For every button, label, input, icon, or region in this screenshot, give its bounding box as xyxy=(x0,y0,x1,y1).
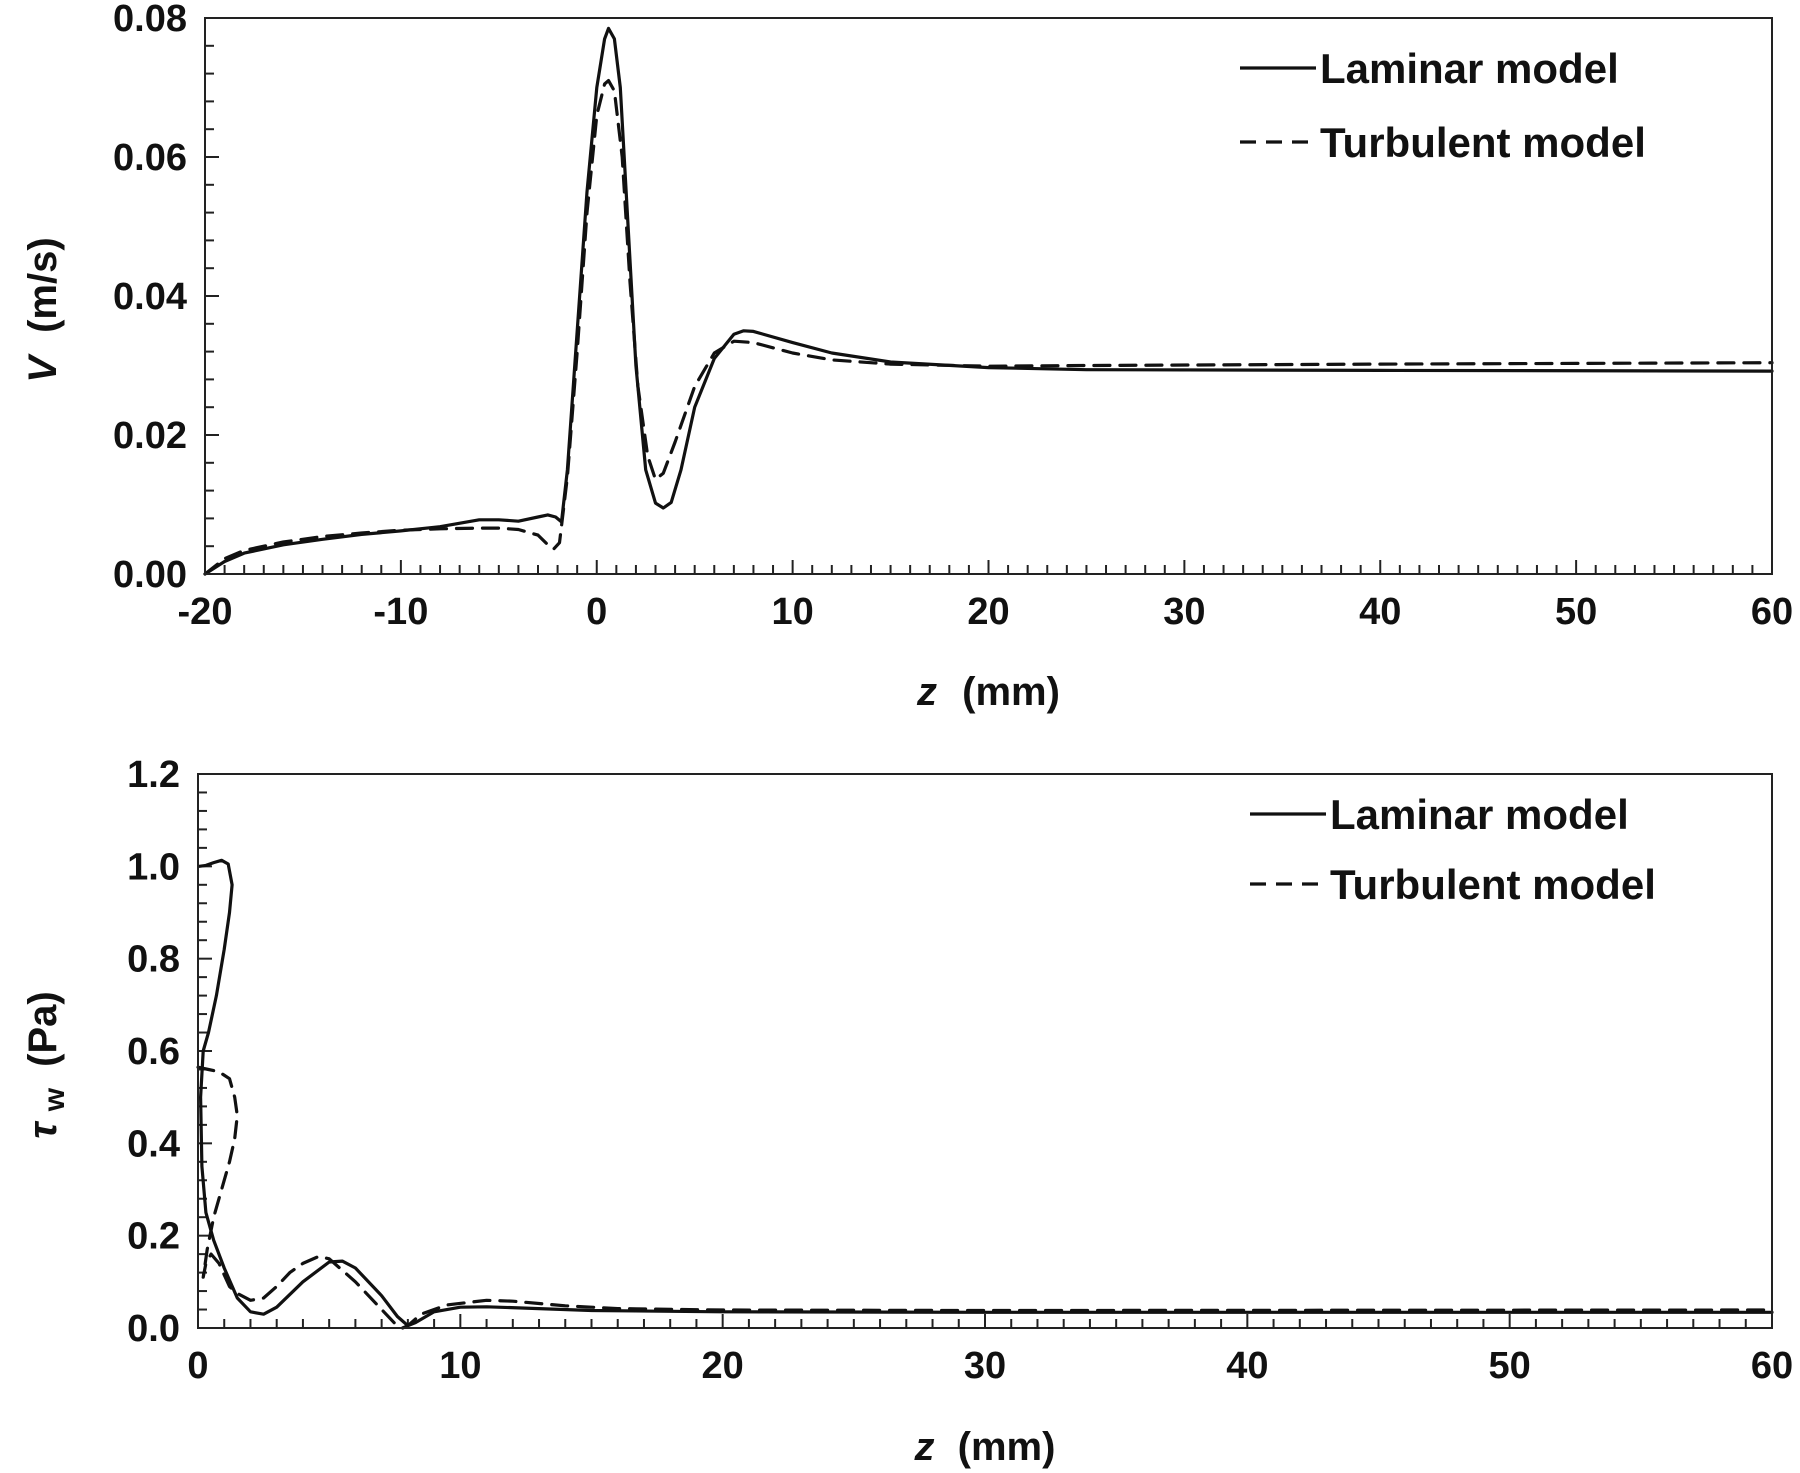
velocity-chart-tick-labels: -20 -10 0 10 20 30 40 50 60 0.00 0.02 0.04 0.06 0.08 xyxy=(113,0,1793,633)
legend-label-turbulent: Turbulent model xyxy=(1320,119,1646,166)
x-tick-label: 40 xyxy=(1226,1345,1268,1387)
y-tick-label: 0.6 xyxy=(127,1031,180,1073)
y-tick-label: 0.08 xyxy=(113,0,187,40)
wall-shear-stress-chart-x-axis-symbol: z xyxy=(914,1425,935,1469)
y-tick-label: 0.2 xyxy=(127,1216,180,1258)
x-tick-label: 10 xyxy=(439,1345,481,1387)
laminar-model-line xyxy=(203,26,1774,576)
y-tick-label: 0.0 xyxy=(127,1308,180,1350)
y-tick-label: 1.2 xyxy=(127,754,180,796)
wall-shear-stress-chart-y-axis-subscript: w xyxy=(38,1087,71,1112)
legend-label-laminar: Laminar model xyxy=(1330,791,1629,838)
wall-shear-stress-chart-y-axis-unit: (Pa) xyxy=(21,991,65,1067)
x-tick-label: 0 xyxy=(586,591,607,633)
x-tick-label: -10 xyxy=(373,591,428,633)
turbulent-model-line xyxy=(196,1065,1774,1330)
wall-shear-stress-chart-y-axis-symbol: τ xyxy=(21,1120,65,1139)
velocity-chart-x-axis-unit: (mm) xyxy=(962,670,1060,714)
wall-shear-stress-chart-x-axis-label: z (mm) xyxy=(914,1425,1056,1469)
y-tick-label: 0.02 xyxy=(113,415,187,457)
y-tick-label: 0.4 xyxy=(127,1123,180,1165)
wall-shear-stress-chart-tick-labels: 0 10 20 30 40 50 60 0.0 0.2 0.4 0.6 0.8 1.0 1.2 xyxy=(127,754,1793,1387)
wall-shear-stress-chart-legend: Laminar model Turbulent model xyxy=(1250,791,1656,908)
x-tick-label: 20 xyxy=(967,591,1009,633)
velocity-chart-legend: Laminar model Turbulent model xyxy=(1240,45,1646,166)
y-tick-label: 1.0 xyxy=(127,846,180,888)
x-tick-label: 40 xyxy=(1359,591,1401,633)
wall-shear-stress-chart-x-axis-unit: (mm) xyxy=(958,1425,1056,1469)
y-tick-label: 0.06 xyxy=(113,137,187,179)
x-tick-label: 0 xyxy=(187,1345,208,1387)
x-tick-label: 20 xyxy=(702,1345,744,1387)
x-tick-label: 50 xyxy=(1555,591,1597,633)
velocity-chart-series xyxy=(203,26,1774,576)
turbulent-model-line xyxy=(203,79,1774,576)
x-tick-label: 60 xyxy=(1751,591,1793,633)
x-tick-label: 30 xyxy=(964,1345,1006,1387)
laminar-model-line xyxy=(197,858,1774,1328)
velocity-chart: -20 -10 0 10 20 30 40 50 600.000.020.040.060.08 … xyxy=(21,0,1793,714)
legend-label-turbulent: Turbulent model xyxy=(1330,861,1656,908)
y-tick-label: 0.04 xyxy=(113,276,187,318)
wall-shear-stress-chart-series xyxy=(196,858,1774,1330)
y-tick-label: 0.8 xyxy=(127,939,180,981)
y-tick-label: 0.00 xyxy=(113,554,187,596)
wall-shear-stress-chart-ticks xyxy=(197,773,1773,1329)
wall-shear-stress-chart: 0 10 20 30 40 50 60 0.0 0.2 0.4 0.6 0.8 1.0 1.2 z (mm… xyxy=(21,754,1793,1469)
x-tick-label: -20 xyxy=(178,591,233,633)
velocity-chart-x-axis-symbol: z xyxy=(916,670,937,714)
velocity-chart-y-axis-unit: (m/s) xyxy=(21,237,65,333)
x-tick-label: 10 xyxy=(771,591,813,633)
wall-shear-stress-chart-plot-frame xyxy=(197,773,1773,1329)
x-tick-label: 50 xyxy=(1489,1345,1531,1387)
velocity-chart-x-axis-label: z (mm) xyxy=(916,670,1060,714)
legend-label-laminar: Laminar model xyxy=(1320,45,1619,92)
velocity-chart-plot-frame xyxy=(204,17,1773,575)
velocity-chart-ticks xyxy=(204,17,1773,575)
x-tick-label: 30 xyxy=(1163,591,1205,633)
velocity-chart-y-axis-label: V (m/s) xyxy=(21,237,65,382)
wall-shear-stress-chart-y-axis-label: τ w (Pa) xyxy=(21,991,73,1139)
x-tick-label: 60 xyxy=(1751,1345,1793,1387)
velocity-chart-y-axis-symbol: V xyxy=(21,353,65,383)
